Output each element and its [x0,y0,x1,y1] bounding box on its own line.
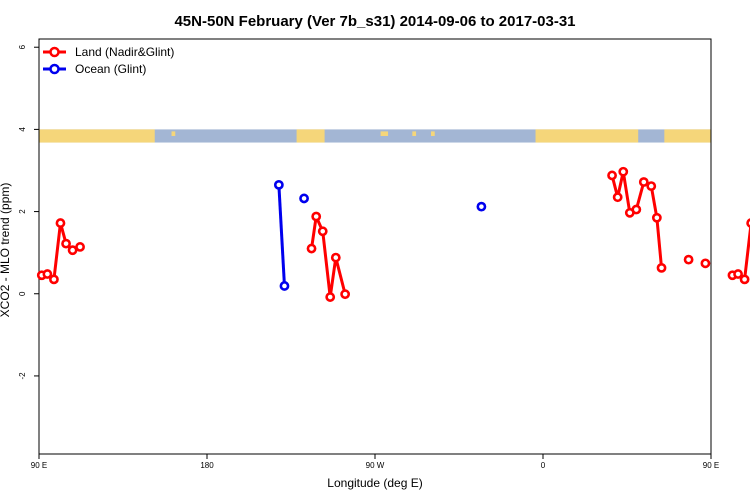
data-point [656,262,667,273]
data-point [612,192,623,203]
legend-ocean-label: Ocean (Glint) [75,62,146,76]
plot-frame [38,38,712,455]
data-point [683,254,694,265]
series-line [277,184,286,287]
map-land-spot [412,131,417,136]
chart-title: 45N-50N February (Ver 7b_s31) 2014-09-06… [174,13,575,30]
legend-ocean-marker [49,63,60,75]
data-point [476,201,487,212]
x-tick-label: 180 [200,461,214,470]
data-point [325,292,336,302]
data-point [317,226,328,237]
series-layer [36,166,750,302]
map-land-spot [431,131,435,136]
data-point [631,204,642,215]
data-point [739,274,750,285]
series-0 [36,166,750,302]
data-point [733,269,743,279]
map-land [296,129,325,143]
series-1 [273,179,487,291]
x-tick-label: 90 E [703,461,719,470]
data-point [646,181,657,191]
data-point [306,243,317,254]
data-point [299,193,309,204]
data-point [340,289,351,300]
y-tick-label: -2 [18,372,27,380]
map-land [535,129,639,143]
y-tick-label: 6 [18,44,27,49]
data-point [638,177,649,187]
x-tick-label: 90 E [31,461,47,470]
data-point [618,166,629,177]
y-tick-label: 4 [18,127,27,132]
data-point [651,212,662,223]
data-point [49,274,59,285]
data-point [55,218,66,228]
series-line [310,215,347,299]
data-point [273,179,284,190]
map-land [664,129,711,143]
x-tick-label: 90 W [366,461,385,470]
data-point [330,252,341,263]
y-axis: -2 0 2 4 6 [18,44,39,379]
data-point [700,258,711,269]
data-point [67,245,78,256]
data-point [279,281,290,291]
data-point [746,218,750,228]
data-point [42,269,53,279]
y-axis-label: XCO2 - MLO trend (ppm) [0,183,12,318]
x-axis: 90 E 180 90 W 0 90 E [31,454,719,470]
data-point [61,238,71,249]
data-point [311,211,322,222]
legend: Land (Nadir&Glint) Ocean (Glint) [43,45,174,76]
x-axis-label: Longitude (deg E) [327,476,422,490]
y-tick-label: 2 [18,209,27,214]
map-land-spot [380,131,389,136]
map-land [39,129,155,143]
legend-land-label: Land (Nadir&Glint) [75,45,174,59]
y-tick-label: 0 [18,291,27,296]
legend-land-marker [49,46,60,58]
world-map-strip [39,129,711,143]
map-land-spot [171,131,176,136]
data-point [607,170,617,181]
data-point [75,242,85,252]
x-tick-label: 0 [541,461,546,470]
